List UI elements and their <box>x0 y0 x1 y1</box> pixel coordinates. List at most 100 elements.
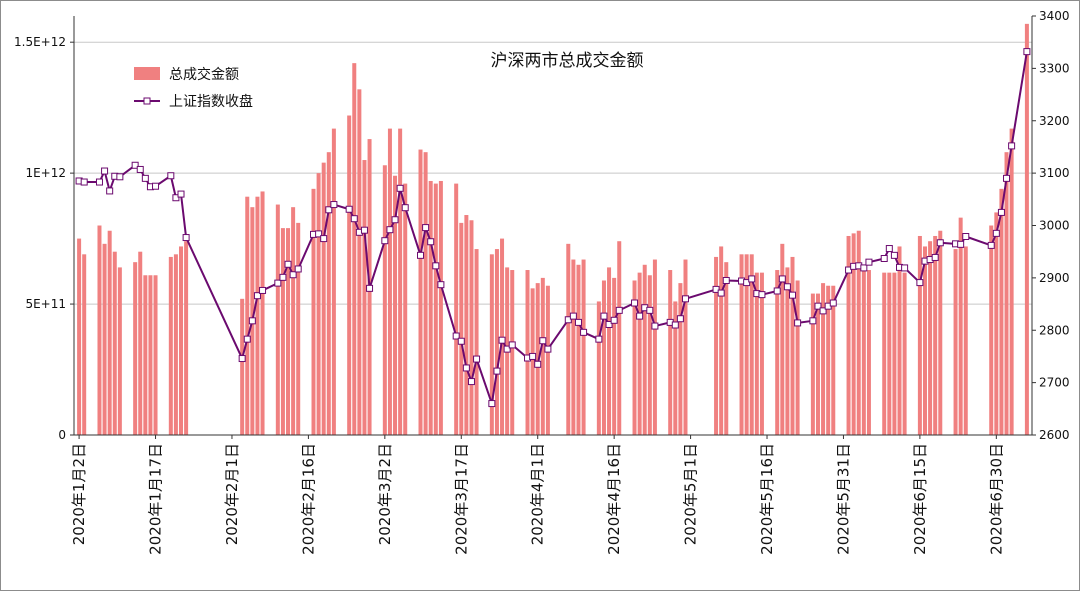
bar-2020-04-23 <box>647 275 652 435</box>
bar-2020-06-23 <box>958 217 963 435</box>
bar-2020-04-14 <box>601 280 606 435</box>
bar-2020-06-12 <box>902 272 907 435</box>
point-2020-04-01 <box>534 360 542 368</box>
point-2020-05-25 <box>809 317 817 325</box>
point-2020-03-25 <box>498 336 506 344</box>
bar-2020-06-02 <box>851 233 856 435</box>
bar-2020-04-17 <box>617 241 622 435</box>
bar-2020-04-22 <box>642 264 647 435</box>
point-2020-03-26 <box>503 345 511 353</box>
bar-2020-07-01 <box>999 188 1004 435</box>
point-2020-07-01 <box>997 208 1005 216</box>
bar-2020-03-17 <box>459 222 464 435</box>
bar-2020-05-26 <box>815 293 820 435</box>
point-2020-04-13 <box>595 335 603 343</box>
x-tick-label-11: 2020年6月15日 <box>911 443 929 555</box>
bar-2020-03-09 <box>418 149 423 435</box>
bar-2020-04-01 <box>535 283 540 435</box>
bar-2020-07-02 <box>1004 152 1009 436</box>
point-2020-02-07 <box>259 286 267 294</box>
point-2020-03-11 <box>427 238 435 246</box>
bar-2020-03-19 <box>469 220 474 435</box>
bar-2020-05-14 <box>754 272 759 435</box>
point-2020-01-17 <box>152 182 160 190</box>
bar-2020-02-25 <box>352 63 357 435</box>
point-2020-06-09 <box>885 245 893 253</box>
bar-2020-03-23 <box>489 254 494 435</box>
line-series <box>75 48 1031 408</box>
point-2020-03-02 <box>381 237 389 245</box>
bar-2020-04-21 <box>637 272 642 435</box>
point-2020-04-21 <box>636 312 644 320</box>
legend-line-label: 上证指数收盘 <box>169 93 253 110</box>
bar-2020-05-25 <box>810 293 815 435</box>
bar-2020-01-20 <box>168 256 173 435</box>
point-2020-03-19 <box>467 378 475 386</box>
bar-2020-05-13 <box>749 254 754 435</box>
point-2020-06-19 <box>936 239 944 247</box>
bar-2020-02-26 <box>357 89 362 435</box>
bar-2020-02-17 <box>311 188 316 435</box>
point-2020-03-27 <box>508 341 516 349</box>
bar-2020-07-03 <box>1009 128 1014 436</box>
point-2020-02-13 <box>289 271 297 279</box>
point-2020-03-18 <box>462 364 470 372</box>
point-2020-07-06 <box>1023 48 1031 56</box>
point-2020-02-28 <box>366 284 374 292</box>
bar-2020-04-28 <box>673 301 678 435</box>
bar-2020-01-06 <box>97 225 102 435</box>
point-2020-04-24 <box>651 322 659 330</box>
bar-2020-04-03 <box>545 285 550 435</box>
point-2020-02-19 <box>320 235 328 243</box>
bar-2020-01-14 <box>138 251 143 435</box>
bar-2020-02-04 <box>245 196 250 435</box>
bar-2020-06-16 <box>922 246 927 435</box>
point-2020-02-11 <box>279 273 287 281</box>
point-2020-05-07 <box>717 289 725 297</box>
x-tick-label-6: 2020年4月1日 <box>529 443 547 545</box>
point-2020-02-21 <box>330 201 338 209</box>
point-2020-05-06 <box>712 285 720 293</box>
point-2020-03-24 <box>493 367 501 375</box>
point-2020-06-04 <box>860 264 868 272</box>
point-2020-07-02 <box>1003 174 1011 182</box>
bar-2020-05-28 <box>826 285 831 435</box>
point-2020-01-10 <box>116 173 124 181</box>
point-2020-01-22 <box>177 190 185 198</box>
x-tick-label-5: 2020年3月17日 <box>452 443 470 555</box>
point-2020-06-30 <box>992 229 1000 237</box>
bar-2020-06-22 <box>953 249 958 435</box>
bar-2020-01-22 <box>179 246 184 435</box>
point-2020-01-06 <box>95 178 103 186</box>
x-tick-label-12: 2020年6月30日 <box>987 443 1005 555</box>
point-2020-06-12 <box>901 264 909 272</box>
bar-2020-04-20 <box>632 280 637 435</box>
right-tick-label-1: 2700 <box>1039 376 1070 390</box>
bar-2020-07-06 <box>1024 23 1029 436</box>
bar-2020-04-24 <box>652 259 657 435</box>
legend-bar-label: 总成交金额 <box>169 66 239 83</box>
point-2020-05-26 <box>814 302 822 310</box>
point-2020-01-14 <box>136 165 144 173</box>
bar-2020-05-11 <box>739 254 744 435</box>
point-2020-02-27 <box>360 226 368 234</box>
point-2020-06-15 <box>916 279 924 287</box>
x-tick-label-7: 2020年4月16日 <box>605 443 623 555</box>
bar-2020-03-05 <box>398 128 403 436</box>
point-2020-02-18 <box>315 230 323 238</box>
point-2020-03-16 <box>452 332 460 340</box>
point-2020-02-06 <box>253 292 261 300</box>
bar-2020-02-07 <box>260 191 265 435</box>
bar-2020-06-15 <box>917 235 922 435</box>
legend-bar-swatch <box>134 67 160 80</box>
bar-2020-06-10 <box>892 272 897 435</box>
bar-2020-02-18 <box>316 173 321 436</box>
right-tick-label-3: 2900 <box>1039 271 1070 285</box>
point-2020-02-04 <box>243 335 251 343</box>
legend-line-marker <box>143 97 151 105</box>
point-2020-03-09 <box>417 251 425 259</box>
bar-2020-02-14 <box>296 222 301 435</box>
point-2020-06-01 <box>845 266 853 274</box>
point-2020-02-14 <box>294 265 302 273</box>
point-2020-05-13 <box>748 275 756 283</box>
